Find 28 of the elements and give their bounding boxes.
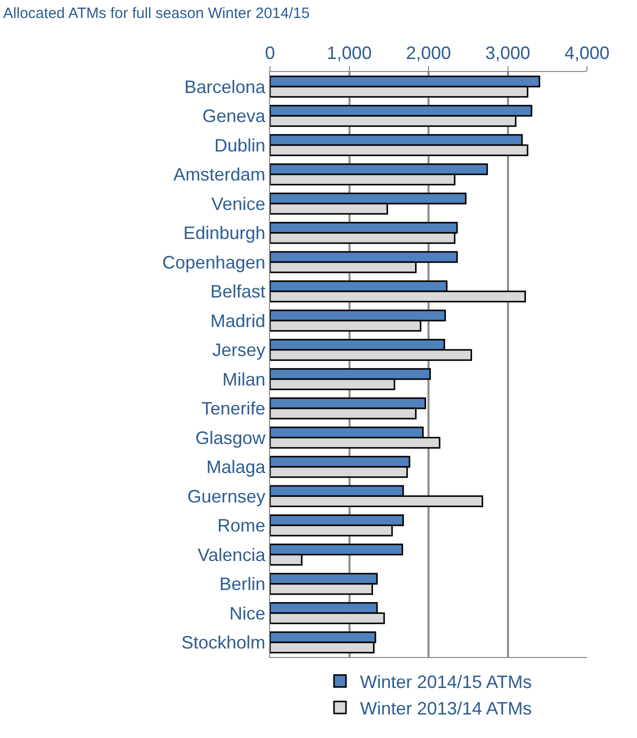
y-tick-label: Milan xyxy=(222,369,266,390)
y-tick-label: Valencia xyxy=(198,544,266,565)
y-tick-label: Dublin xyxy=(214,135,266,156)
y-tick-label: Guernsey xyxy=(187,486,266,506)
y-tick-label: Malaga xyxy=(206,457,266,478)
y-tick-label: Nice xyxy=(229,603,266,624)
y-tick-label: Madrid xyxy=(210,310,266,331)
y-tick-label: Stockholm xyxy=(181,632,266,653)
y-tick-label: Edinburgh xyxy=(183,223,266,244)
x-tick-label: 2,000 xyxy=(406,42,452,63)
legend-label: Winter 2014/15 ATMs xyxy=(360,672,532,692)
chart-title: Allocated ATMs for full season Winter 2014/15 xyxy=(3,4,310,22)
y-tick-label: Tenerife xyxy=(201,398,266,419)
y-tick-label: Copenhagen xyxy=(162,252,266,272)
y-tick-label: Geneva xyxy=(202,106,266,126)
y-tick-label: Amsterdam xyxy=(173,164,266,185)
x-tick-label: 4,000 xyxy=(564,42,610,63)
x-tick-label: 3,000 xyxy=(485,42,530,63)
x-tick-label: 0 xyxy=(264,42,276,63)
y-tick-label: Belfast xyxy=(210,282,266,302)
y-tick-label: Berlin xyxy=(219,574,266,594)
legend-label: Winter 2013/14 ATMs xyxy=(360,698,532,718)
y-tick-label: Rome xyxy=(217,516,266,536)
y-tick-label: Barcelona xyxy=(184,76,266,97)
y-tick-label: Jersey xyxy=(212,340,266,360)
y-tick-label: Glasgow xyxy=(195,428,266,448)
y-tick-label: Venice xyxy=(211,194,266,214)
x-tick-label: 1,000 xyxy=(326,42,372,63)
